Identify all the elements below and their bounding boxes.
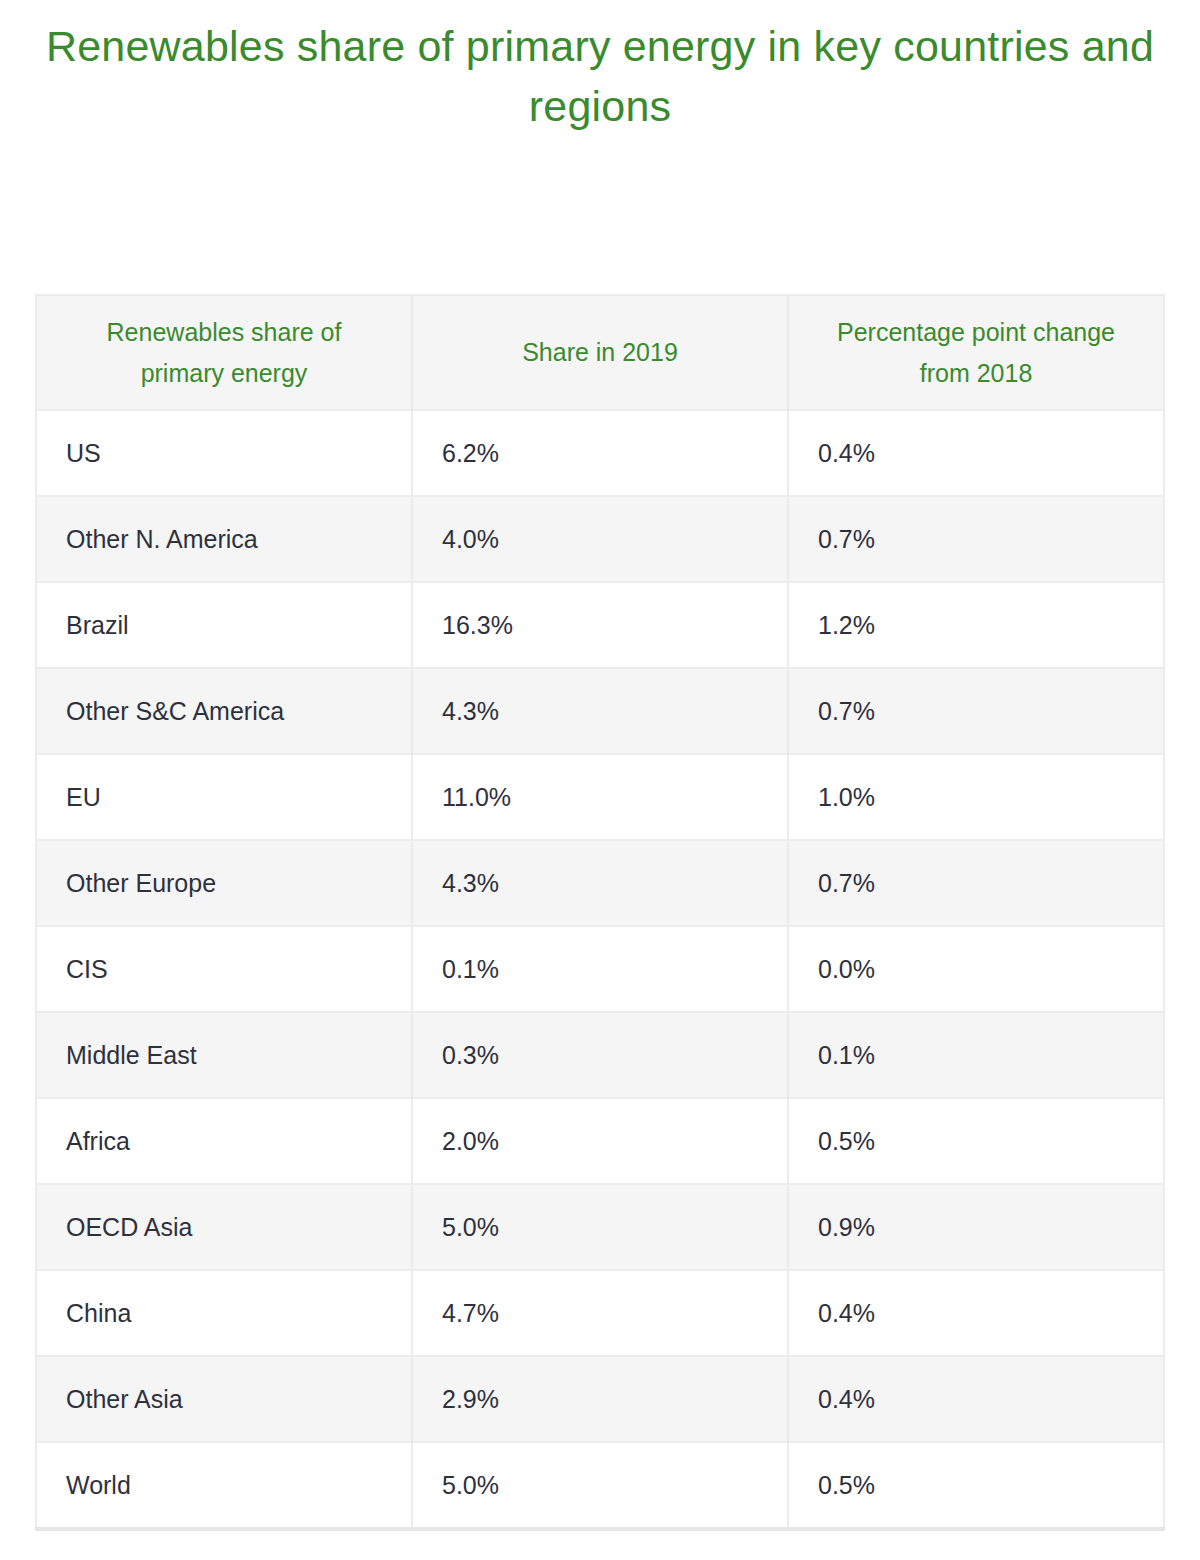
- cell-share-2019: 0.3%: [412, 1012, 788, 1098]
- table-header: Renewables share of primary energy Share…: [36, 295, 1164, 410]
- cell-share-2019: 0.1%: [412, 926, 788, 1012]
- table-row: Other S&C America4.3%0.7%: [36, 668, 1164, 754]
- cell-share-2019: 6.2%: [412, 410, 788, 496]
- table-row: Middle East0.3%0.1%: [36, 1012, 1164, 1098]
- cell-change-from-2018: 0.7%: [788, 668, 1164, 754]
- cell-region: CIS: [36, 926, 412, 1012]
- table-row: Other Asia2.9%0.4%: [36, 1356, 1164, 1442]
- header-cell-share-2019: Share in 2019: [412, 295, 788, 410]
- table-row: Africa2.0%0.5%: [36, 1098, 1164, 1184]
- table-row: EU11.0%1.0%: [36, 754, 1164, 840]
- cell-region: World: [36, 1442, 412, 1529]
- cell-share-2019: 4.7%: [412, 1270, 788, 1356]
- table-row: OECD Asia5.0%0.9%: [36, 1184, 1164, 1270]
- table-row: CIS0.1%0.0%: [36, 926, 1164, 1012]
- table-row: Brazil16.3%1.2%: [36, 582, 1164, 668]
- cell-share-2019: 4.3%: [412, 668, 788, 754]
- header-cell-change-2018: Percentage point change from 2018: [788, 295, 1164, 410]
- cell-change-from-2018: 0.5%: [788, 1098, 1164, 1184]
- table-row: Other N. America4.0%0.7%: [36, 496, 1164, 582]
- cell-region: Brazil: [36, 582, 412, 668]
- cell-region: Other Europe: [36, 840, 412, 926]
- cell-region: OECD Asia: [36, 1184, 412, 1270]
- cell-share-2019: 5.0%: [412, 1442, 788, 1529]
- renewables-share-table: Renewables share of primary energy Share…: [35, 294, 1165, 1531]
- cell-region: Other S&C America: [36, 668, 412, 754]
- cell-change-from-2018: 0.7%: [788, 840, 1164, 926]
- cell-change-from-2018: 1.2%: [788, 582, 1164, 668]
- cell-change-from-2018: 0.4%: [788, 1356, 1164, 1442]
- cell-region: Other Asia: [36, 1356, 412, 1442]
- cell-change-from-2018: 1.0%: [788, 754, 1164, 840]
- cell-share-2019: 4.0%: [412, 496, 788, 582]
- cell-region: Other N. America: [36, 496, 412, 582]
- cell-change-from-2018: 0.9%: [788, 1184, 1164, 1270]
- cell-share-2019: 16.3%: [412, 582, 788, 668]
- page-title: Renewables share of primary energy in ke…: [30, 16, 1170, 136]
- cell-region: EU: [36, 754, 412, 840]
- table-row: World5.0%0.5%: [36, 1442, 1164, 1529]
- cell-share-2019: 2.9%: [412, 1356, 788, 1442]
- table-row: US6.2%0.4%: [36, 410, 1164, 496]
- table-row: China4.7%0.4%: [36, 1270, 1164, 1356]
- table-body: US6.2%0.4%Other N. America4.0%0.7%Brazil…: [36, 410, 1164, 1529]
- cell-change-from-2018: 0.4%: [788, 410, 1164, 496]
- cell-share-2019: 4.3%: [412, 840, 788, 926]
- cell-share-2019: 2.0%: [412, 1098, 788, 1184]
- header-row: Renewables share of primary energy Share…: [36, 295, 1164, 410]
- cell-region: US: [36, 410, 412, 496]
- cell-change-from-2018: 0.0%: [788, 926, 1164, 1012]
- cell-change-from-2018: 0.7%: [788, 496, 1164, 582]
- cell-change-from-2018: 0.5%: [788, 1442, 1164, 1529]
- cell-share-2019: 11.0%: [412, 754, 788, 840]
- cell-change-from-2018: 0.1%: [788, 1012, 1164, 1098]
- cell-region: Africa: [36, 1098, 412, 1184]
- cell-region: China: [36, 1270, 412, 1356]
- cell-share-2019: 5.0%: [412, 1184, 788, 1270]
- header-cell-region: Renewables share of primary energy: [36, 295, 412, 410]
- table-row: Other Europe4.3%0.7%: [36, 840, 1164, 926]
- cell-region: Middle East: [36, 1012, 412, 1098]
- cell-change-from-2018: 0.4%: [788, 1270, 1164, 1356]
